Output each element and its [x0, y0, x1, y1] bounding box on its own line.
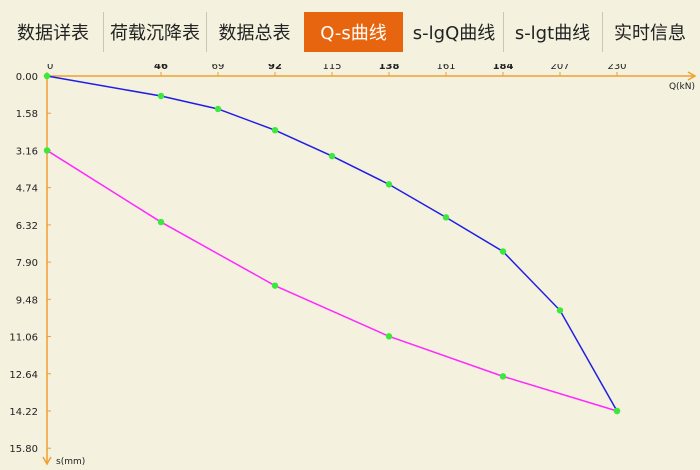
- tab-realtime-info[interactable]: 实时信息: [614, 23, 686, 44]
- x-tick-label: 46: [154, 64, 168, 72]
- y-tick-label: 12.64: [9, 370, 38, 381]
- y-axis-label: s(mm): [56, 457, 85, 467]
- y-tick-label: 9.48: [16, 295, 38, 306]
- x-tick-label: 161: [436, 64, 455, 72]
- unloading-curve-point: [157, 218, 165, 226]
- unloading-curve-point: [613, 407, 621, 415]
- unloading-curve-point: [499, 373, 507, 380]
- tab-data-summary[interactable]: 数据总表: [218, 23, 291, 44]
- loading-curve-point: [271, 126, 279, 134]
- y-tick-label: 4.74: [16, 184, 38, 195]
- unloading-curve-point: [385, 333, 393, 340]
- loading-curve-point: [214, 105, 222, 113]
- x-tick-label: 0: [47, 64, 53, 72]
- loading-curve-point: [556, 307, 564, 314]
- x-tick-label: 230: [607, 64, 626, 72]
- tab-data-detail[interactable]: 数据详表: [17, 23, 89, 44]
- loading-curve-point: [442, 214, 450, 221]
- loading-curve-line: [46, 75, 618, 412]
- tab-divider: [206, 12, 207, 52]
- tab-divider: [602, 12, 603, 52]
- x-tick-label: 138: [379, 64, 400, 72]
- y-tick-label: 3.16: [16, 146, 38, 157]
- x-tick-label: 115: [322, 64, 341, 72]
- tab-q-s-curve[interactable]: Q-s曲线: [304, 12, 403, 52]
- x-tick-label: 207: [550, 64, 569, 72]
- x-axis-label: Q(kN): [669, 82, 695, 92]
- tab-bar: 数据详表 荷载沉降表 数据总表 Q-s曲线 s-lgQ曲线 s-lgt曲线 实时…: [0, 0, 700, 64]
- x-tick-label: 92: [268, 64, 282, 72]
- unloading-curve-point: [271, 282, 279, 289]
- y-tick-label: 14.22: [9, 407, 38, 418]
- tab-s-lgq-curve[interactable]: s-lgQ曲线: [412, 23, 496, 44]
- x-tick-label: 69: [212, 64, 225, 72]
- loading-curve-point: [385, 181, 393, 188]
- y-tick-label: 1.58: [16, 109, 38, 120]
- loading-curve-point: [499, 248, 507, 255]
- q-s-chart: 0 46 69 92 115 138 161 184 207 230 Q(kN) 0.00 1.58 3.…: [9, 64, 697, 467]
- tab-s-lgt-curve[interactable]: s-lgt曲线: [514, 23, 591, 44]
- y-tick-label: 11.06: [9, 333, 38, 344]
- y-tick-label: 0.00: [16, 72, 38, 83]
- y-tick-label: 7.90: [16, 258, 38, 269]
- x-axis-arrow: [687, 71, 697, 81]
- tab-divider: [503, 12, 504, 52]
- y-tick-label: 15.80: [9, 444, 38, 455]
- y-tick-label: 6.32: [16, 221, 38, 232]
- tab-load-settlement[interactable]: 荷载沉降表: [110, 23, 200, 44]
- x-tick-label: 184: [493, 64, 514, 72]
- tab-divider: [103, 12, 104, 52]
- loading-curve-point: [43, 72, 51, 80]
- loading-curve-point: [328, 152, 336, 160]
- loading-curve-point: [157, 92, 165, 100]
- unloading-curve-line: [46, 149, 618, 412]
- y-axis-arrow: [42, 456, 52, 466]
- unloading-curve-point: [43, 147, 51, 154]
